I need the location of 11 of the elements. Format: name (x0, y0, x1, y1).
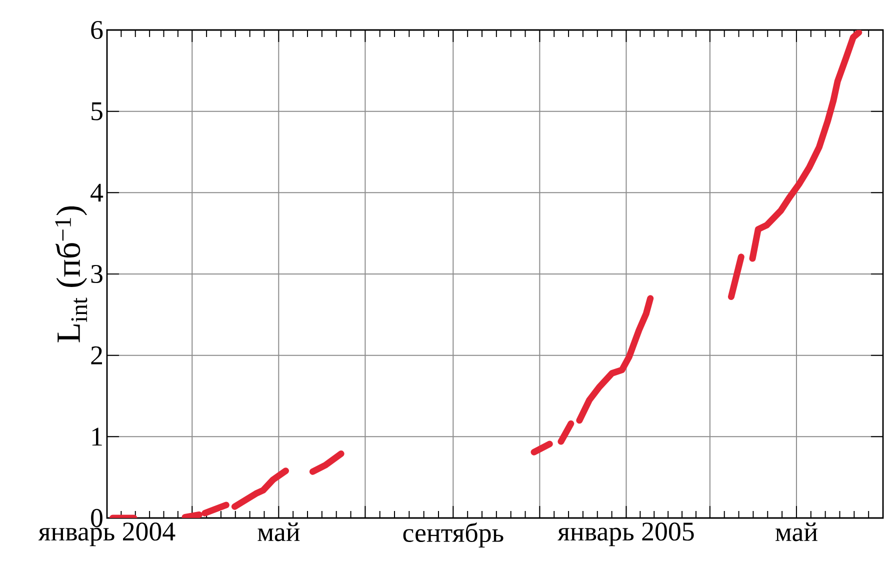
y-axis-title: L$_{int}$ (пб$^{−1}$) (55, 206, 88, 342)
x-tick-label: сентябрь (403, 522, 504, 548)
y-tick-label: 5 (92, 102, 102, 120)
y-tick-label: 4 (90, 184, 104, 202)
x-tick-label: май (776, 522, 818, 542)
y-tick-label: 2 (91, 346, 102, 364)
y-tick-label: 1 (92, 428, 102, 446)
x-tick-label: январь 2005 (558, 522, 694, 546)
y-tick-label: 3 (91, 264, 102, 284)
y-tick-label: 6 (91, 20, 103, 40)
x-tick-label: май (258, 522, 300, 542)
